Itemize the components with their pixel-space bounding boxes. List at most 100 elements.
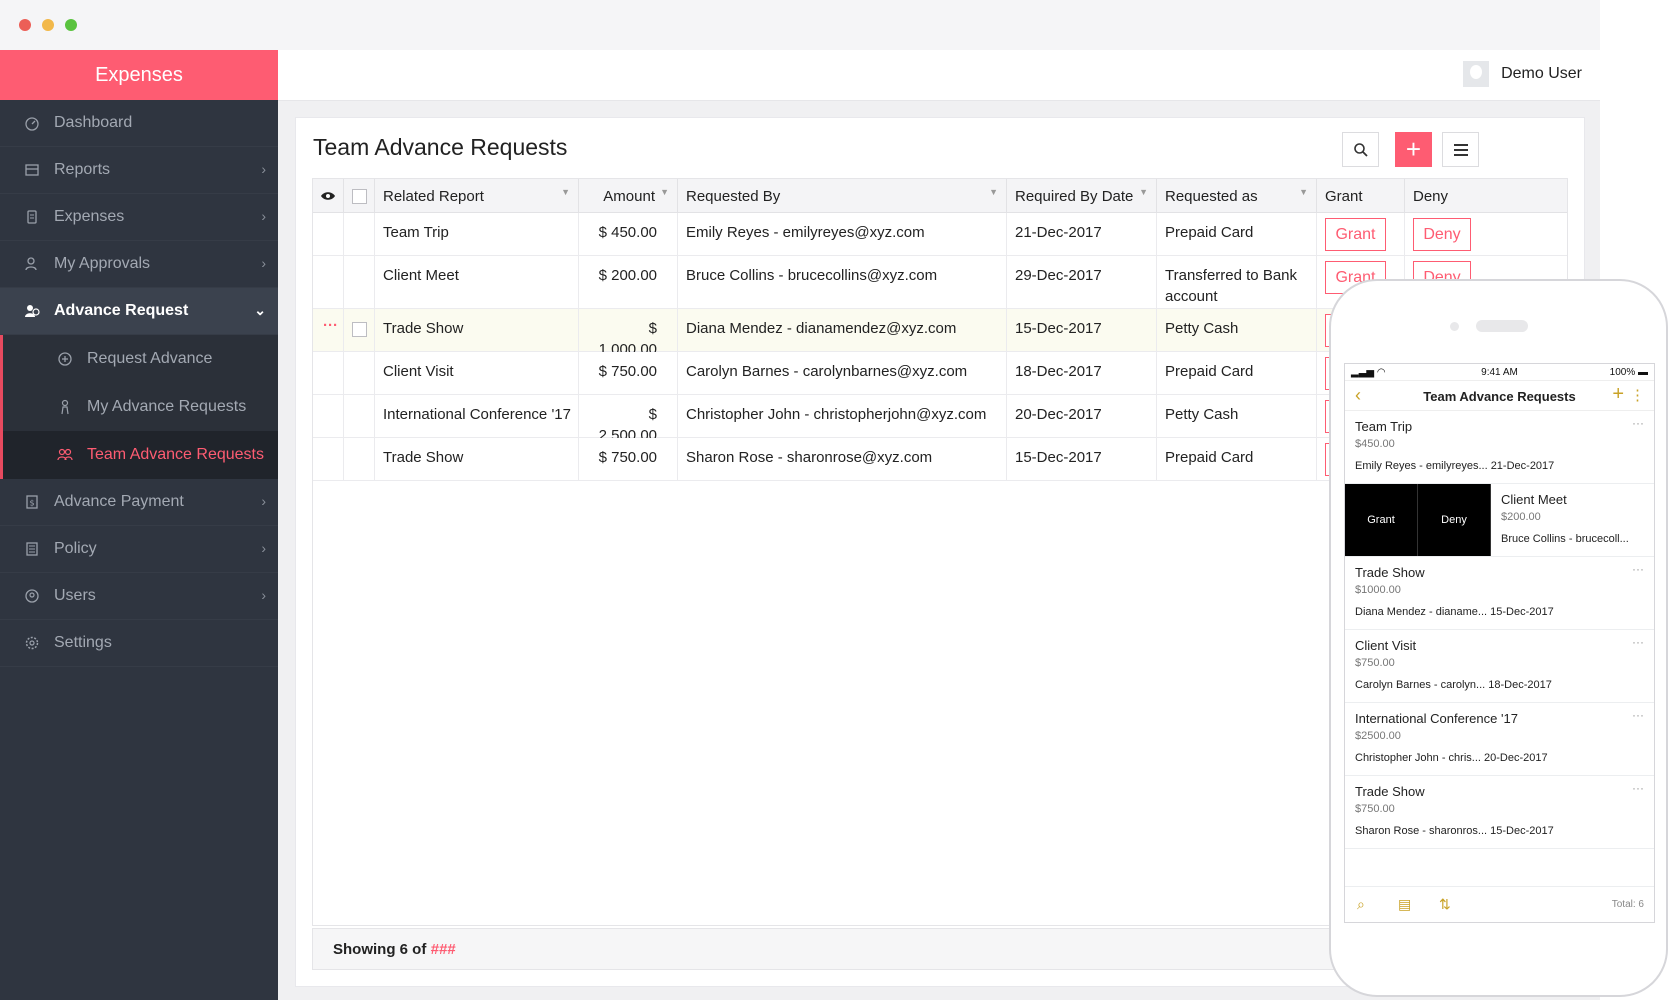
item-amount: $750.00: [1355, 657, 1395, 669]
minimize-window-button[interactable]: [42, 19, 54, 31]
cell-related-report[interactable]: Trade Show: [375, 438, 579, 480]
cell-amount: $ 200.00: [579, 256, 678, 308]
record-count-label: Showing 6 of: [333, 941, 431, 958]
phone-mockup: ▂▃▅ ◠ 9:41 AM 100% ▬ ‹ Team Advance Requ…: [1329, 279, 1668, 997]
more-horizontal-icon[interactable]: ···: [1632, 708, 1644, 722]
list-item[interactable]: Grant Deny Client Meet $200.00 Bruce Col…: [1345, 484, 1654, 557]
item-detail: Sharon Rose - sharonros... 15-Dec-2017: [1355, 825, 1554, 837]
chevron-down-icon: ⌄: [254, 302, 266, 318]
column-amount[interactable]: Amount ▼: [579, 179, 678, 213]
filter-icon[interactable]: ▤: [1398, 896, 1412, 912]
search-button[interactable]: [1342, 132, 1379, 167]
item-detail: Bruce Collins - brucecoll...: [1501, 533, 1629, 545]
sidebar-subitem-label: Team Advance Requests: [87, 446, 264, 463]
sidebar-item-label: Advance Payment: [54, 493, 184, 510]
row-checkbox[interactable]: [352, 322, 367, 337]
cell-related-report[interactable]: Client Visit: [375, 352, 579, 394]
sidebar-item-expenses[interactable]: Expenses ›: [0, 194, 278, 241]
grant-button[interactable]: Grant: [1325, 218, 1386, 251]
add-icon[interactable]: +: [1612, 383, 1624, 405]
battery-icon: 100% ▬: [1609, 367, 1648, 378]
page-title: Team Advance Requests: [313, 134, 568, 160]
cell-amount: $ 750.00: [579, 438, 678, 480]
cell-related-report[interactable]: Team Trip: [375, 213, 579, 255]
list-item[interactable]: Trade Show $750.00 Sharon Rose - sharonr…: [1345, 776, 1654, 849]
cell-related-report[interactable]: Client Meet: [375, 256, 579, 308]
cell-amount: $ 2,500.00: [579, 395, 678, 444]
status-time: 9:41 AM: [1481, 367, 1518, 378]
record-total: ###: [430, 941, 456, 958]
maximize-window-button[interactable]: [65, 19, 77, 31]
back-icon[interactable]: ‹: [1355, 385, 1361, 405]
users-icon: [24, 588, 40, 604]
sidebar-item-dashboard[interactable]: Dashboard: [0, 100, 278, 147]
cell-related-report[interactable]: International Conference '17: [375, 395, 579, 437]
add-button[interactable]: +: [1395, 132, 1432, 167]
item-title: Team Trip: [1355, 419, 1413, 434]
deny-button[interactable]: Deny: [1413, 218, 1471, 251]
close-window-button[interactable]: [19, 19, 31, 31]
reports-icon: [24, 162, 40, 178]
sidebar-subitem-label: My Advance Requests: [87, 398, 247, 415]
item-amount: $750.00: [1355, 803, 1395, 815]
cell-deny: Deny: [1405, 213, 1567, 255]
sidebar-item-policy[interactable]: Policy ›: [0, 526, 278, 573]
plus-icon: +: [1405, 134, 1422, 164]
cell-requested-as: Petty Cash: [1157, 395, 1317, 437]
column-label: Required By Date: [1015, 187, 1134, 205]
sidebar-item-my-approvals[interactable]: My Approvals ›: [0, 241, 278, 288]
mobile-deny-button[interactable]: Deny: [1418, 484, 1491, 556]
cell-amount: $ 1,000.00: [579, 309, 678, 358]
item-title: Trade Show: [1355, 784, 1425, 799]
more-actions-icon[interactable]: ···: [313, 309, 344, 351]
select-all-checkbox[interactable]: [344, 179, 375, 213]
item-detail: Diana Mendez - dianame... 15-Dec-2017: [1355, 606, 1554, 618]
more-horizontal-icon[interactable]: ···: [1632, 781, 1644, 795]
column-requested-by[interactable]: Requested By ▼: [678, 179, 1007, 213]
cell-requested-as: Transferred to Bank account: [1157, 256, 1317, 308]
list-item[interactable]: International Conference '17 $2500.00 Ch…: [1345, 703, 1654, 776]
column-related-report[interactable]: Related Report ▼: [375, 179, 579, 213]
avatar: [1463, 61, 1490, 87]
sort-icon[interactable]: ▼: [989, 187, 998, 197]
more-horizontal-icon[interactable]: ···: [1632, 635, 1644, 649]
user-menu[interactable]: Demo User: [1463, 61, 1582, 87]
sidebar-item-advance-payment[interactable]: $ Advance Payment ›: [0, 479, 278, 526]
sidebar-subitem-team-advance-requests[interactable]: Team Advance Requests: [0, 431, 278, 479]
chevron-right-icon: ›: [261, 493, 266, 509]
brand-title[interactable]: Expenses: [0, 50, 278, 100]
item-title: Client Meet: [1501, 492, 1567, 507]
sidebar-item-users[interactable]: Users ›: [0, 573, 278, 620]
list-item[interactable]: Client Visit $750.00 Carolyn Barnes - ca…: [1345, 630, 1654, 703]
sort-icon[interactable]: ▼: [660, 187, 669, 197]
sort-icon[interactable]: ▼: [561, 187, 570, 197]
row-actions-cell: [313, 256, 344, 308]
sidebar-item-label: Dashboard: [54, 114, 133, 131]
table-row[interactable]: Team Trip $ 450.00 Emily Reyes - emilyre…: [313, 213, 1567, 256]
list-item[interactable]: Trade Show $1000.00 Diana Mendez - diana…: [1345, 557, 1654, 630]
sidebar-subitem-request-advance[interactable]: Request Advance: [0, 335, 278, 383]
sidebar-item-advance-request[interactable]: Advance Request ⌄: [0, 288, 278, 335]
sidebar-item-reports[interactable]: Reports ›: [0, 147, 278, 194]
swipe-actions: Grant Deny: [1345, 484, 1491, 556]
menu-button[interactable]: [1442, 132, 1479, 167]
more-horizontal-icon[interactable]: ···: [1632, 562, 1644, 576]
cell-related-report[interactable]: Trade Show: [375, 309, 579, 351]
sort-icon[interactable]: ⇅: [1439, 896, 1451, 912]
sort-icon[interactable]: ▼: [1139, 187, 1148, 197]
sort-icon[interactable]: ▼: [1299, 187, 1308, 197]
cell-amount: $ 450.00: [579, 213, 678, 255]
top-bar: Demo User: [278, 50, 1600, 101]
column-requested-as[interactable]: Requested as ▼: [1157, 179, 1317, 213]
search-icon[interactable]: ⌕: [1357, 896, 1365, 912]
sidebar-item-settings[interactable]: Settings: [0, 620, 278, 667]
list-item[interactable]: Team Trip $450.00 Emily Reyes - emilyrey…: [1345, 411, 1654, 484]
phone-speaker: [1476, 320, 1528, 332]
column-required-by-date[interactable]: Required By Date ▼: [1007, 179, 1157, 213]
more-vertical-icon[interactable]: ⋮: [1630, 387, 1645, 404]
column-visibility-toggle[interactable]: [313, 179, 344, 213]
mobile-grant-button[interactable]: Grant: [1345, 484, 1418, 556]
checkbox[interactable]: [351, 188, 367, 204]
sidebar-subitem-my-advance-requests[interactable]: My Advance Requests: [0, 383, 278, 431]
more-horizontal-icon[interactable]: ···: [1632, 416, 1644, 430]
